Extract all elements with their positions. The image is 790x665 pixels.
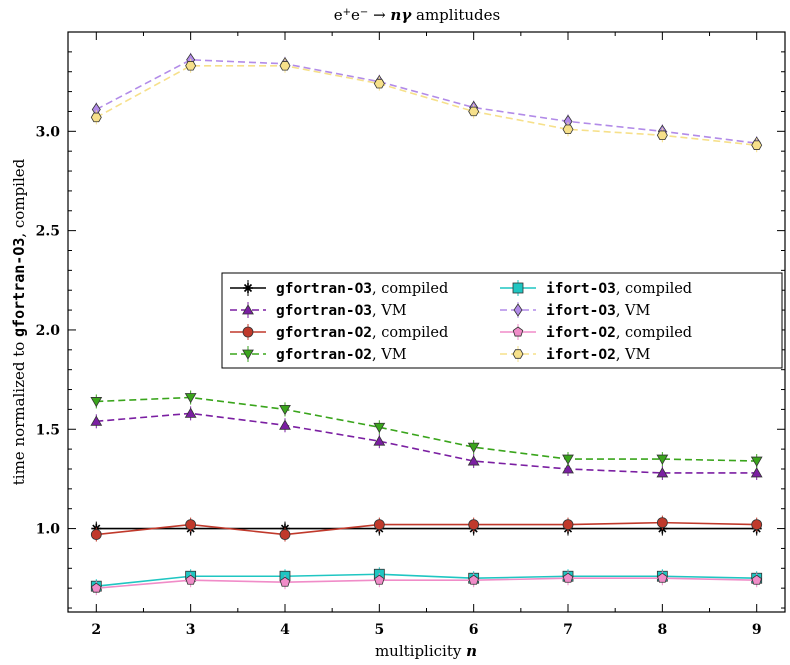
legend-marker bbox=[512, 326, 524, 337]
x-tick-label: 6 bbox=[469, 622, 479, 638]
data-point bbox=[279, 529, 291, 540]
data-point bbox=[468, 519, 480, 531]
series-layer bbox=[90, 52, 763, 596]
data-point bbox=[374, 574, 385, 585]
data-point bbox=[184, 407, 197, 418]
series-ifort-O2-compiled bbox=[91, 571, 762, 596]
data-point bbox=[90, 397, 103, 408]
data-point bbox=[562, 519, 574, 531]
series-ifort-O2-vm bbox=[90, 58, 763, 153]
axis-ticks: 2 3 4 5 6 7 8 9 1.0 1.5 2.0 2.5 3.0 bbox=[36, 32, 785, 638]
legend-marker bbox=[242, 349, 254, 360]
legend-item: ifort-O2, compiled bbox=[500, 324, 692, 341]
data-point bbox=[468, 574, 479, 585]
x-tick-label: 7 bbox=[563, 622, 573, 638]
series-gfortran-O2-vm bbox=[90, 390, 763, 469]
data-point bbox=[90, 529, 102, 540]
legend-label: ifort-O2, VM bbox=[546, 347, 651, 363]
y-tick-label: 1.5 bbox=[36, 422, 60, 438]
data-point bbox=[91, 582, 102, 593]
legend-marker bbox=[512, 349, 524, 359]
y-axis-title: time normalized to gfortran-O3, compiled bbox=[10, 158, 28, 485]
data-point bbox=[562, 572, 574, 583]
chart-title: e+e− → nγ amplitudes bbox=[334, 6, 500, 24]
legend-marker bbox=[513, 303, 523, 317]
x-tick-label: 5 bbox=[374, 622, 384, 638]
data-point bbox=[90, 112, 102, 123]
legend-label: gfortran-O3, VM bbox=[276, 303, 407, 319]
data-point bbox=[467, 455, 480, 466]
legend: gfortran-O3, compiled gfortran-O3, VM gfor… bbox=[221, 272, 783, 369]
series-line bbox=[95, 59, 757, 145]
data-point bbox=[90, 415, 103, 426]
series-gfortran-O3-vm bbox=[90, 406, 763, 480]
legend-marker bbox=[243, 283, 253, 293]
data-point bbox=[279, 576, 291, 587]
data-point bbox=[373, 78, 385, 89]
data-point bbox=[751, 519, 763, 531]
x-tick-label: 8 bbox=[657, 622, 667, 638]
series-line bbox=[96, 573, 757, 587]
legend-item: gfortran-O2, compiled bbox=[230, 324, 448, 341]
legend-label: gfortran-O2, VM bbox=[276, 347, 407, 363]
x-tick-label: 4 bbox=[280, 622, 290, 638]
series-line bbox=[96, 396, 757, 462]
series-line bbox=[95, 64, 757, 147]
data-point bbox=[279, 61, 291, 71]
series-line bbox=[96, 521, 757, 536]
data-point bbox=[467, 442, 480, 453]
x-tick-label: 2 bbox=[91, 622, 101, 638]
legend-marker bbox=[242, 326, 254, 338]
data-point bbox=[656, 467, 669, 478]
series-line bbox=[96, 577, 757, 589]
data-point bbox=[656, 517, 668, 529]
data-point bbox=[657, 572, 668, 583]
data-point bbox=[185, 519, 197, 531]
legend-marker bbox=[512, 282, 524, 294]
data-point bbox=[279, 419, 291, 430]
legend-item: ifort-O3, compiled bbox=[500, 280, 692, 297]
data-point bbox=[562, 463, 574, 474]
data-point bbox=[373, 422, 386, 434]
data-point bbox=[279, 404, 291, 416]
legend-label: ifort-O3, compiled bbox=[546, 281, 692, 297]
data-point bbox=[656, 454, 669, 465]
legend-label: gfortran-O3, compiled bbox=[276, 281, 448, 297]
data-point bbox=[185, 574, 196, 585]
series-gfortran-O2-compiled bbox=[90, 515, 763, 542]
legend-marker bbox=[242, 304, 254, 315]
data-point bbox=[750, 456, 763, 467]
data-point bbox=[184, 393, 197, 404]
x-tick-label: 3 bbox=[186, 622, 196, 638]
legend-item: gfortran-O2, VM bbox=[230, 346, 407, 363]
legend-box bbox=[221, 272, 783, 369]
data-point bbox=[751, 140, 763, 150]
legend-item: gfortran-O3, compiled bbox=[230, 280, 448, 297]
y-tick-label: 2.0 bbox=[36, 323, 61, 339]
legend-label: gfortran-O2, compiled bbox=[276, 325, 448, 341]
legend-item: ifort-O2, VM bbox=[500, 346, 651, 363]
data-point bbox=[751, 574, 762, 585]
y-tick-label: 1.0 bbox=[36, 522, 61, 538]
y-tick-label: 3.0 bbox=[36, 124, 61, 140]
data-point bbox=[185, 61, 197, 71]
legend-item: ifort-O3, VM bbox=[500, 302, 651, 319]
data-point bbox=[373, 519, 385, 531]
x-tick-label: 9 bbox=[752, 622, 762, 638]
data-point bbox=[656, 130, 668, 141]
data-point bbox=[468, 106, 480, 117]
legend-label: ifort-O3, VM bbox=[546, 303, 651, 319]
legend-item: gfortran-O3, VM bbox=[230, 302, 407, 319]
data-point bbox=[750, 467, 763, 478]
y-tick-label: 2.5 bbox=[36, 224, 60, 240]
data-point bbox=[373, 435, 386, 446]
data-point bbox=[562, 124, 574, 135]
x-axis-title: multiplicity n bbox=[375, 642, 477, 660]
legend-label: ifort-O2, compiled bbox=[546, 325, 692, 341]
series-line bbox=[96, 412, 757, 474]
data-point bbox=[562, 454, 574, 465]
